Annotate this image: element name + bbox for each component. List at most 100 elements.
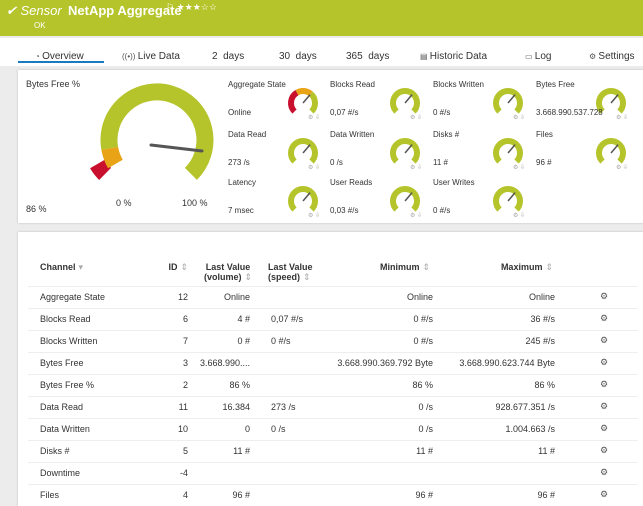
tab-label[interactable]: Overview xyxy=(42,51,84,62)
row-divider xyxy=(28,308,638,309)
table-cell: Online xyxy=(528,292,555,302)
column-header[interactable]: Minimum ⇕ xyxy=(348,262,430,273)
gauge-label: Aggregate State xyxy=(228,80,286,89)
small-gauge-arc xyxy=(390,138,420,164)
prefix-text: Sensor xyxy=(20,3,62,18)
table-cell: 3.668.990.369.792 Byte xyxy=(337,358,433,368)
table-cell: 0,07 #/s xyxy=(271,314,304,324)
table-cell: 96 # xyxy=(232,490,250,500)
small-gauge-needle xyxy=(302,144,311,154)
table-cell: 3 xyxy=(182,358,188,368)
gauge-yellow xyxy=(101,146,123,169)
sort-icon: ⇕ xyxy=(244,272,253,282)
table-cell: 11 # xyxy=(416,446,433,456)
tab[interactable]: ((•)) Live Data xyxy=(122,51,180,62)
table-cell: 0 /s xyxy=(418,424,433,434)
tab[interactable]: ▤ Historic Data xyxy=(420,51,487,62)
sensor-prefix: ✔ Sensor xyxy=(6,3,62,18)
tab[interactable]: 2 days xyxy=(212,51,244,62)
table-cell: 273 /s xyxy=(271,402,296,412)
gauge-value: 7 msec xyxy=(228,206,254,215)
gauge-icons: ⚙ ⇩ xyxy=(410,164,422,171)
row-divider xyxy=(28,374,638,375)
tab-label[interactable]: 30 days xyxy=(279,51,317,62)
gauge-icons: ⚙ ⇩ xyxy=(410,114,422,121)
small-gauge-arc xyxy=(295,88,313,97)
gauge-red xyxy=(90,159,112,180)
row-action[interactable]: ⚙ xyxy=(600,423,609,433)
row-action[interactable]: ⚙ xyxy=(600,379,609,389)
tab-label[interactable]: Live Data xyxy=(137,51,180,62)
sort-icon: ⇕ xyxy=(303,272,311,282)
gauge-panel: ⚙ ⇩ ⚙ ⇩ ⚙ ⇩ ⚙ ⇩ ⚙ ⇩ ⚙ ⇩ ⚙ ⇩ ⚙ ⇩ ⚙ ⇩ ⚙ ⇩ ⚙ ⇩ Bytes … xyxy=(18,70,643,223)
gauge-value: 3.668.990.537.728 xyxy=(536,108,603,117)
small-gauge-needle xyxy=(610,94,619,104)
sort-icon: ⇕ xyxy=(422,262,430,272)
table-cell: 16.384 xyxy=(222,402,250,412)
column-header[interactable]: Last Value (volume) ⇕ xyxy=(198,262,258,283)
row-divider xyxy=(28,418,638,419)
gauge-label: User Writes xyxy=(433,178,475,187)
tab-label[interactable]: Log xyxy=(534,51,552,62)
column-title[interactable]: Maximum xyxy=(500,262,543,272)
sort-icon: ▾ xyxy=(78,262,84,272)
table-cell: 96 # xyxy=(415,490,433,500)
column-title[interactable]: ID xyxy=(168,262,178,272)
column-header[interactable]: ID ⇕ xyxy=(158,262,188,273)
row-action[interactable]: ⚙ xyxy=(600,313,609,323)
gauge-value: 11 # xyxy=(433,158,448,167)
table-cell: Online xyxy=(223,292,250,302)
gauge-value: 0 #/s xyxy=(433,108,451,117)
tab-icon: ⚙ xyxy=(589,52,599,61)
main-gauge-min: 0 % xyxy=(116,198,132,208)
row-action[interactable]: ⚙ xyxy=(600,335,609,345)
tab-label[interactable]: 365 days xyxy=(346,51,390,62)
row-action[interactable]: ⚙ xyxy=(600,445,609,455)
row-action[interactable]: ⚙ xyxy=(600,489,609,499)
small-gauge-arc xyxy=(288,186,318,212)
row-action[interactable]: ⚙ xyxy=(600,401,609,411)
tab-label[interactable]: Settings xyxy=(598,51,635,62)
small-gauge-arc xyxy=(308,91,318,114)
gauge-icons: ⚙ ⇩ xyxy=(513,212,525,219)
tab[interactable]: ◔ Overview xyxy=(35,51,84,62)
table-cell: 3.668.990.623.744 Byte xyxy=(459,358,555,368)
small-gauge-arc xyxy=(493,138,523,164)
tab[interactable]: 30 days xyxy=(279,51,317,62)
column-title[interactable]: Channel xyxy=(40,262,76,272)
small-gauge-needle xyxy=(507,94,516,104)
table-cell: Aggregate State xyxy=(40,292,106,302)
row-action[interactable]: ⚙ xyxy=(600,291,609,301)
row-action[interactable]: ⚙ xyxy=(600,357,609,367)
gauge-value: 0,07 #/s xyxy=(330,108,359,117)
gauge-icons: ⚙ ⇩ xyxy=(308,164,320,171)
gauge-icons: ⚙ ⇩ xyxy=(513,114,525,121)
tab[interactable]: 365 days xyxy=(346,51,389,62)
table-cell: 4 # xyxy=(237,314,250,324)
tab-label[interactable]: 2 days xyxy=(212,51,245,62)
table-cell: 36 #/s xyxy=(530,314,555,324)
column-title[interactable]: Last Value (volume) xyxy=(203,262,251,282)
small-gauge-arc xyxy=(493,186,523,212)
tab[interactable]: ▭ Log xyxy=(525,51,551,62)
header: ✔ Sensor NetApp Aggregate ⚐ ★★★☆☆ OK xyxy=(0,0,643,36)
table-cell: 6 xyxy=(182,314,188,324)
row-divider xyxy=(28,352,638,353)
table-cell: Downtime xyxy=(40,468,81,478)
table-cell: 0 #/s xyxy=(413,314,433,324)
table-cell: Blocks Written xyxy=(40,336,98,346)
column-header[interactable]: Channel ▾ xyxy=(40,262,83,273)
gauge-value: 0 /s xyxy=(330,158,343,167)
column-header[interactable]: Maximum ⇕ xyxy=(468,262,553,273)
tab[interactable]: ⚙ Settings xyxy=(589,51,635,62)
flag-stars[interactable]: ⚐ ★★★☆☆ xyxy=(166,2,217,12)
table-cell: 12 xyxy=(177,292,188,302)
channel-table: Channel ▾ ID ⇕ Last Value (volume) ⇕ Last Valu… xyxy=(18,232,643,506)
gauge-label: Data Written xyxy=(330,130,375,139)
row-action[interactable]: ⚙ xyxy=(600,467,609,477)
column-title[interactable]: Last Value (speed) xyxy=(268,262,313,282)
column-header[interactable]: Last Value (speed) ⇕ xyxy=(268,262,318,283)
column-title[interactable]: Minimum xyxy=(379,262,420,272)
tab-label[interactable]: Historic Data xyxy=(429,51,488,62)
